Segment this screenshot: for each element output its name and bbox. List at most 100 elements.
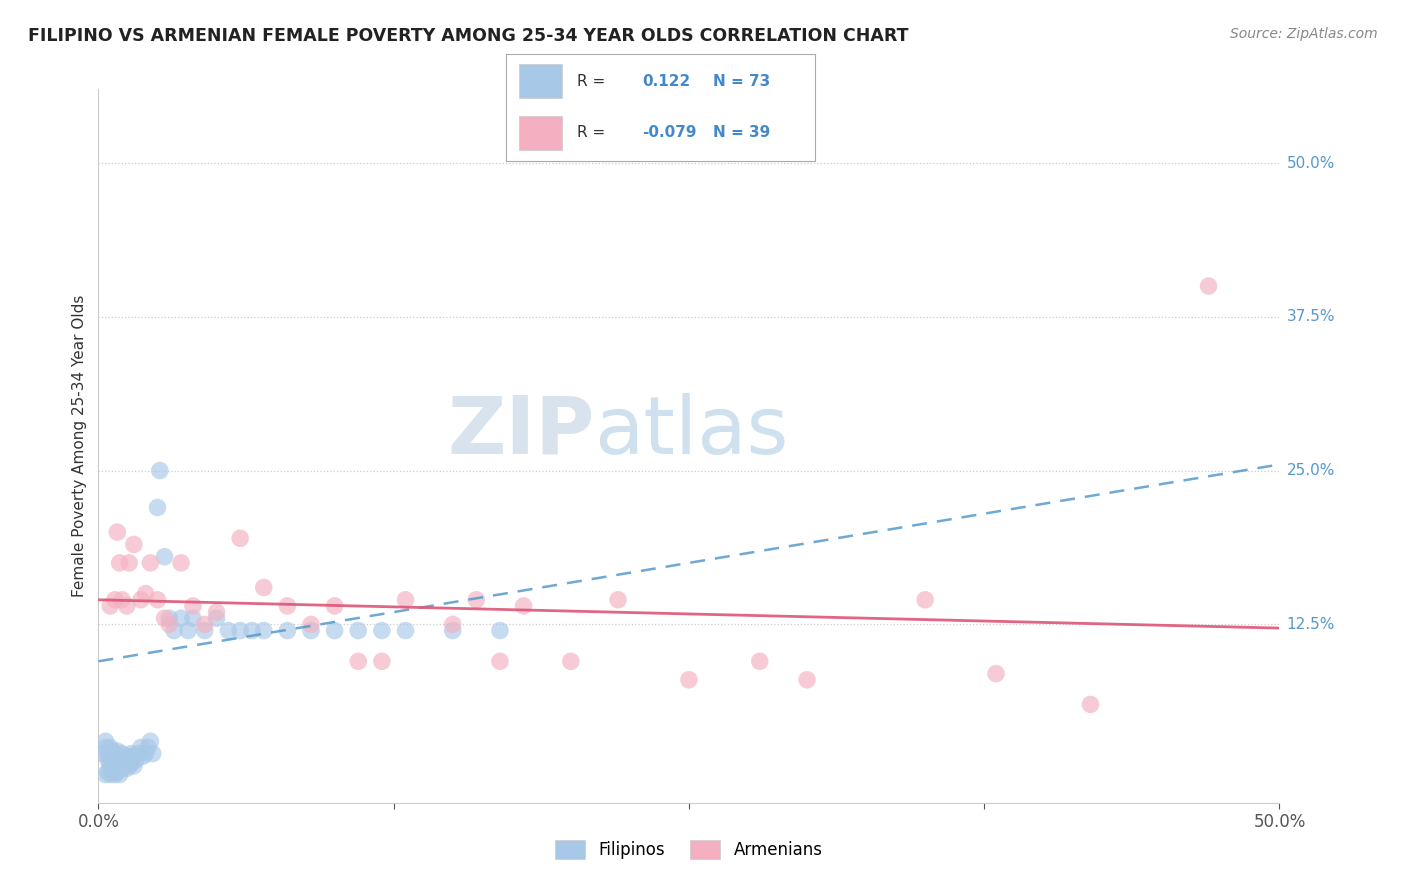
Point [371, 624, 394, 638]
Point [98, 740, 121, 755]
Point [101, 765, 124, 780]
Point [108, 767, 131, 781]
Point [139, 734, 162, 748]
Point [121, 756, 143, 771]
Point [111, 761, 134, 775]
Point [512, 599, 534, 613]
Text: R =: R = [578, 74, 606, 89]
Point [205, 605, 228, 619]
Point [984, 666, 1007, 681]
Point [796, 673, 818, 687]
Point [489, 624, 512, 638]
Point [181, 611, 204, 625]
Point [253, 581, 276, 595]
Point [560, 654, 582, 668]
Text: -0.079: -0.079 [643, 125, 697, 140]
Point [115, 749, 138, 764]
Text: 25.0%: 25.0% [1286, 463, 1334, 478]
Point [1198, 279, 1220, 293]
Point [299, 624, 322, 638]
Point [441, 624, 464, 638]
Point [115, 761, 138, 775]
Point [104, 751, 127, 765]
Point [104, 592, 127, 607]
Point [276, 624, 298, 638]
FancyBboxPatch shape [519, 64, 562, 98]
Point [118, 759, 141, 773]
Point [157, 611, 180, 625]
Point [914, 592, 936, 607]
Point [98, 753, 121, 767]
Point [177, 624, 200, 638]
Point [94, 767, 117, 781]
Point [105, 744, 128, 758]
Point [108, 556, 131, 570]
Point [146, 592, 169, 607]
Point [394, 624, 416, 638]
Point [104, 767, 127, 781]
Point [181, 599, 204, 613]
Point [105, 755, 128, 769]
Point [347, 624, 370, 638]
Text: Source: ZipAtlas.com: Source: ZipAtlas.com [1230, 27, 1378, 41]
Point [371, 654, 394, 668]
Point [104, 756, 127, 771]
Point [465, 592, 488, 607]
Point [607, 592, 630, 607]
Point [157, 617, 180, 632]
Point [129, 740, 152, 755]
Point [112, 753, 135, 767]
Point [170, 611, 193, 625]
Point [122, 537, 145, 551]
Point [142, 747, 165, 761]
Legend: Filipinos, Armenians: Filipinos, Armenians [548, 833, 830, 866]
Point [104, 747, 127, 761]
Point [170, 556, 193, 570]
Text: 50.0%: 50.0% [1286, 155, 1334, 170]
Point [101, 744, 124, 758]
Point [115, 599, 138, 613]
Point [136, 740, 159, 755]
Point [94, 734, 117, 748]
Point [122, 759, 145, 773]
Point [347, 654, 370, 668]
Y-axis label: Female Poverty Among 25-34 Year Olds: Female Poverty Among 25-34 Year Olds [72, 295, 87, 597]
Point [98, 599, 121, 613]
Point [104, 761, 127, 775]
Point [240, 624, 263, 638]
Point [299, 617, 322, 632]
Text: 0.122: 0.122 [643, 74, 690, 89]
Point [111, 592, 134, 607]
Point [1080, 698, 1102, 712]
Text: N = 73: N = 73 [713, 74, 770, 89]
Point [121, 747, 143, 761]
Point [276, 599, 298, 613]
Point [139, 556, 162, 570]
Point [323, 624, 346, 638]
Point [105, 765, 128, 780]
Point [253, 624, 276, 638]
FancyBboxPatch shape [519, 116, 562, 150]
Point [97, 765, 120, 780]
Text: 12.5%: 12.5% [1286, 617, 1334, 632]
Point [97, 747, 120, 761]
Point [105, 750, 128, 764]
Text: atlas: atlas [595, 392, 789, 471]
Point [135, 747, 157, 761]
Point [112, 759, 135, 773]
Point [91, 747, 114, 761]
Point [394, 592, 416, 607]
Point [205, 611, 228, 625]
Point [122, 749, 145, 764]
Point [108, 753, 131, 767]
Point [128, 747, 150, 761]
Point [146, 500, 169, 515]
Point [194, 617, 217, 632]
Text: N = 39: N = 39 [713, 125, 770, 140]
Point [98, 759, 121, 773]
Point [441, 617, 464, 632]
Text: ZIP: ZIP [447, 392, 595, 471]
Point [94, 740, 117, 755]
Point [111, 747, 134, 761]
Point [135, 587, 157, 601]
